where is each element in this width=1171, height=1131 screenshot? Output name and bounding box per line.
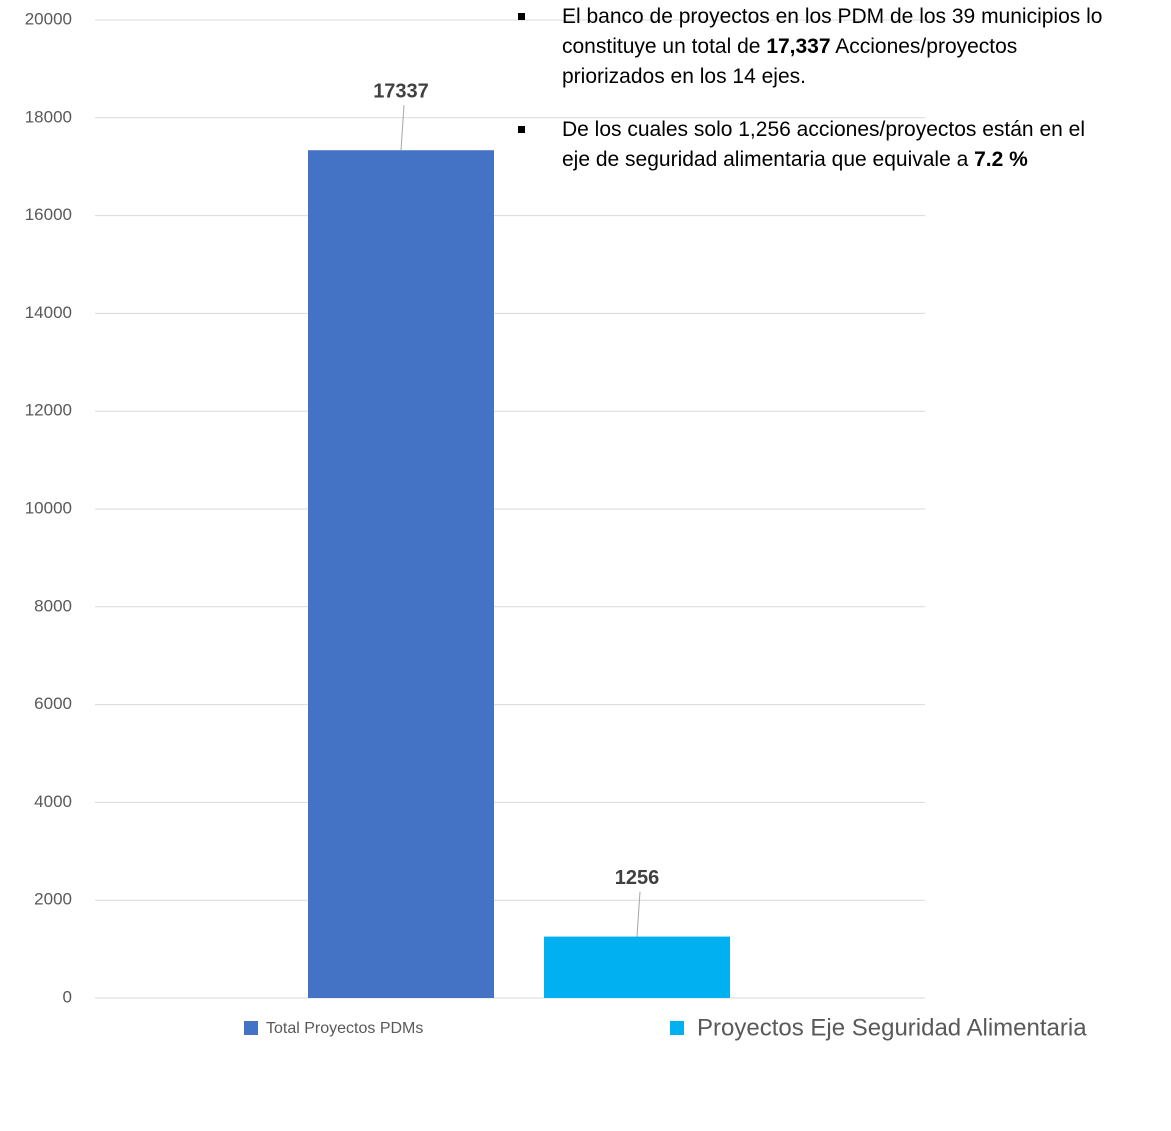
annotation-text: 7.2 % [974, 148, 1028, 171]
annotation-text: De los cuales solo 1,256 acciones/proyec… [562, 118, 1085, 171]
annotation-text: 17,337 [766, 35, 831, 58]
y-tick-label: 14000 [25, 303, 72, 322]
y-tick-label: 20000 [25, 9, 72, 28]
y-tick-label: 18000 [25, 107, 72, 126]
leader-line [400, 105, 405, 151]
legend-label: Total Proyectos PDMs [266, 1020, 423, 1037]
data-label: 17337 [373, 81, 429, 103]
bar [544, 936, 730, 998]
annotation-text: El banco de proyectos en los PDM de los … [562, 5, 1103, 58]
y-tick-label: 2000 [34, 890, 72, 909]
annotation-text: Acciones/proyectos priorizados en los 14… [562, 35, 1018, 88]
annotation: El banco de proyectos en los PDM de los … [518, 2, 1118, 92]
legend-swatch [670, 1021, 684, 1035]
bar [308, 150, 494, 998]
y-tick-label: 10000 [25, 498, 72, 517]
annotations: El banco de proyectos en los PDM de los … [518, 2, 1118, 198]
data-label: 1256 [615, 867, 660, 889]
y-tick-label: 8000 [34, 596, 72, 615]
y-tick-label: 0 [63, 987, 72, 1006]
y-tick-label: 4000 [34, 792, 72, 811]
legend-label: Proyectos Eje Seguridad Alimentaria [697, 1014, 1087, 1041]
y-tick-label: 16000 [25, 205, 72, 224]
annotation: De los cuales solo 1,256 acciones/proyec… [518, 115, 1118, 175]
y-tick-label: 12000 [25, 401, 72, 420]
y-tick-label: 6000 [34, 694, 72, 713]
leader-line [636, 891, 641, 937]
legend-swatch [244, 1021, 258, 1035]
